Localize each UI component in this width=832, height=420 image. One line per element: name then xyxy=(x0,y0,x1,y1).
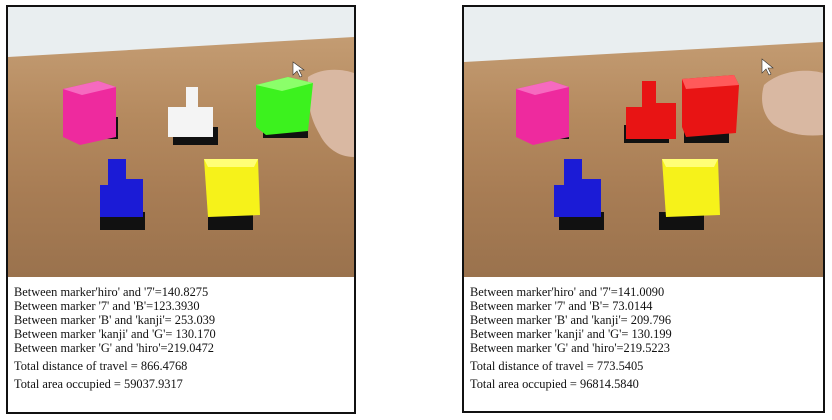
hand xyxy=(307,69,354,157)
cursor-icon xyxy=(761,58,774,76)
total-distance: Total distance of travel = 866.4768 xyxy=(14,359,188,373)
green-building xyxy=(256,77,313,135)
camera-view-right xyxy=(464,7,823,277)
total-area: Total area occupied = 59037.9317 xyxy=(14,377,183,391)
ar-panel-right: Between marker'hiro' and '7'=141.0090 Be… xyxy=(462,5,825,413)
distance-line: Between marker 'G' and 'hiro'=219.0472 xyxy=(14,341,215,355)
distance-line: Between marker 'G' and 'hiro'=219.5223 xyxy=(470,341,671,355)
travel-stats-right: Between marker'hiro' and '7'=141.0090 Be… xyxy=(464,279,823,411)
distance-line: Between marker 'B' and 'kanji'= 253.039 xyxy=(14,313,216,327)
red-roof xyxy=(682,75,739,89)
magenta-building xyxy=(63,81,116,145)
ar-scene-right xyxy=(464,7,823,230)
red-building-large xyxy=(682,75,739,137)
ar-panel-left: Between marker'hiro' and '7'=140.8275 Be… xyxy=(6,5,356,414)
distance-line: Between marker'hiro' and '7'=141.0090 xyxy=(470,285,665,299)
yellow-building xyxy=(204,159,260,217)
magenta-roof xyxy=(516,81,569,95)
magenta-building xyxy=(516,81,569,145)
yellow-building xyxy=(662,159,720,217)
ar-scene-left xyxy=(8,7,354,230)
distance-line: Between marker 'kanji' and 'G'= 130.199 xyxy=(470,327,672,341)
total-area: Total area occupied = 96814.5840 xyxy=(470,377,639,391)
blue-building xyxy=(554,159,601,217)
travel-stats-left: Between marker'hiro' and '7'=140.8275 Be… xyxy=(8,279,354,412)
white-building xyxy=(168,87,213,137)
yellow-roof xyxy=(204,159,258,167)
distance-line: Between marker '7' and 'B'=123.3930 xyxy=(14,299,200,313)
cursor-icon xyxy=(292,61,305,78)
total-distance: Total distance of travel = 773.5405 xyxy=(470,359,644,373)
wall xyxy=(464,7,823,62)
distance-line: Between marker 'kanji' and 'G'= 130.170 xyxy=(14,327,216,341)
camera-view-left xyxy=(8,7,354,277)
yellow-roof xyxy=(662,159,718,167)
distance-line: Between marker '7' and 'B'= 73.0144 xyxy=(470,299,653,313)
distance-line: Between marker 'B' and 'kanji'= 209.796 xyxy=(470,313,672,327)
green-roof xyxy=(256,77,313,91)
blue-building xyxy=(100,159,143,217)
red-building-small xyxy=(626,81,676,139)
wall xyxy=(8,7,354,57)
magenta-roof xyxy=(63,81,116,95)
distance-line: Between marker'hiro' and '7'=140.8275 xyxy=(14,285,209,299)
hand xyxy=(762,70,823,136)
